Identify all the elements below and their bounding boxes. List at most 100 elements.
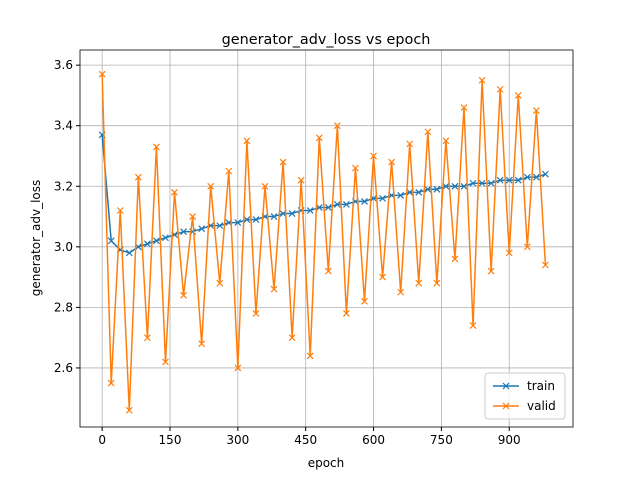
marker — [297, 176, 305, 184]
marker — [143, 334, 151, 342]
legend-marker — [502, 402, 510, 410]
marker — [352, 164, 359, 172]
marker — [216, 279, 224, 287]
marker — [424, 128, 432, 136]
marker — [496, 85, 504, 93]
marker — [125, 406, 133, 414]
y-axis-label: generator_adv_loss — [29, 180, 43, 297]
marker — [505, 176, 513, 184]
marker — [406, 140, 414, 148]
marker — [433, 279, 441, 287]
marker — [306, 207, 314, 214]
marker — [225, 167, 233, 175]
legend: train valid — [484, 372, 566, 420]
marker — [315, 204, 323, 211]
marker — [478, 76, 486, 84]
marker — [252, 216, 260, 223]
marker — [333, 201, 341, 208]
marker — [388, 158, 396, 166]
marker — [424, 185, 432, 193]
marker — [469, 179, 477, 187]
marker — [541, 170, 549, 178]
marker — [361, 197, 368, 205]
marker — [342, 201, 350, 208]
marker — [379, 273, 387, 281]
marker — [198, 225, 206, 233]
plot-frame — [79, 49, 574, 428]
marker — [324, 267, 332, 275]
marker — [532, 173, 540, 181]
marker — [342, 310, 350, 317]
marker — [505, 249, 513, 257]
marker — [180, 291, 187, 299]
marker — [541, 261, 549, 269]
x-tick-label: 300 — [226, 433, 249, 447]
marker — [98, 70, 106, 78]
marker — [361, 297, 368, 305]
marker — [153, 237, 160, 245]
y-tick-label: 3.2 — [54, 179, 73, 193]
marker — [415, 279, 423, 287]
marker — [397, 191, 405, 199]
x-tick-label: 900 — [498, 433, 521, 447]
marker — [460, 104, 468, 111]
marker — [451, 182, 459, 190]
marker — [315, 134, 323, 142]
marker — [180, 228, 187, 236]
marker — [514, 176, 522, 184]
marker — [333, 122, 341, 130]
marker — [143, 240, 151, 248]
marker — [270, 213, 278, 220]
marker — [415, 188, 423, 196]
marker — [243, 216, 251, 223]
marker — [370, 152, 377, 160]
marker — [478, 179, 486, 187]
marker — [442, 182, 450, 190]
marker — [442, 137, 450, 145]
marker — [216, 222, 224, 230]
marker — [189, 213, 197, 220]
marker — [514, 91, 522, 99]
marker — [406, 188, 414, 196]
marker — [134, 173, 142, 181]
marker — [306, 352, 314, 360]
y-tick-label: 3.0 — [54, 240, 73, 254]
marker — [270, 285, 278, 293]
marker — [234, 219, 242, 227]
marker — [162, 358, 169, 366]
marker — [451, 255, 459, 263]
marker — [460, 182, 468, 190]
marker — [487, 179, 495, 187]
x-tick-label: 600 — [362, 433, 385, 447]
marker — [252, 310, 260, 317]
marker — [523, 243, 531, 251]
marker — [207, 182, 215, 190]
marker — [288, 210, 296, 217]
y-tick-label: 3.4 — [54, 119, 73, 133]
marker — [125, 249, 133, 257]
marker — [324, 204, 332, 211]
marker — [162, 234, 169, 242]
legend-label: train — [527, 379, 555, 393]
marker — [532, 107, 540, 114]
marker — [198, 340, 206, 348]
marker — [243, 137, 251, 145]
x-tick-label: 150 — [159, 433, 182, 447]
marker — [261, 182, 269, 190]
x-tick-label: 0 — [98, 433, 106, 447]
marker — [397, 288, 405, 296]
marker — [523, 173, 531, 181]
marker — [433, 185, 441, 193]
marker — [496, 176, 504, 184]
y-tick-label: 3.6 — [54, 58, 73, 72]
x-tick-label: 450 — [294, 433, 317, 447]
legend-label: valid — [527, 399, 556, 413]
marker — [107, 237, 115, 245]
marker — [153, 143, 160, 151]
chart-title: generator_adv_loss vs epoch — [222, 32, 431, 48]
marker — [279, 158, 287, 166]
series-line — [101, 74, 547, 411]
marker — [171, 188, 178, 196]
y-tick-label: 2.8 — [54, 300, 73, 314]
